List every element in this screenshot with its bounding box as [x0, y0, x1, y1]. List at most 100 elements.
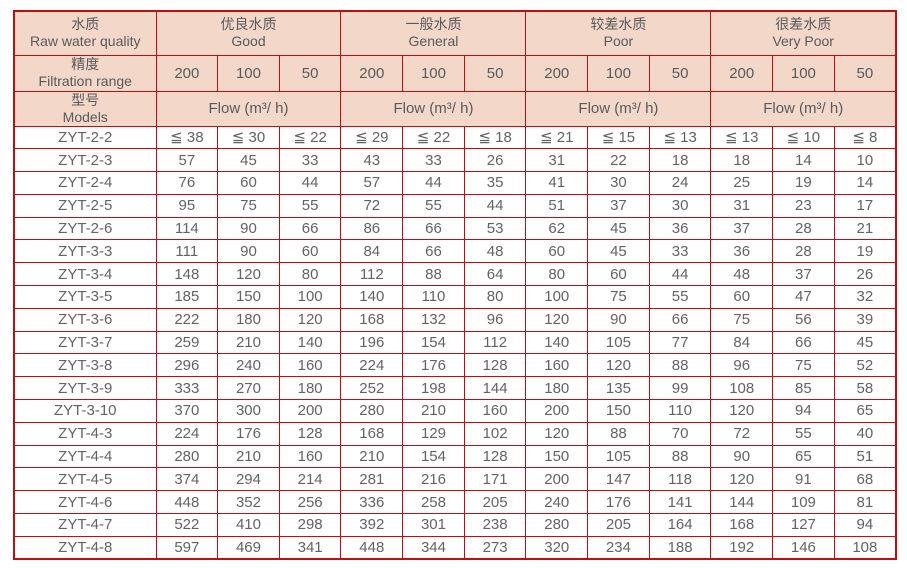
- model-cell: ZYT-3-3: [13, 239, 157, 264]
- flow-value-cell: 352: [217, 490, 280, 515]
- flow-value-cell: 238: [463, 513, 527, 537]
- model-cell: ZYT-4-3: [13, 421, 157, 446]
- flow-value-cell: 75: [587, 285, 650, 309]
- flow-value-cell: 280: [155, 444, 219, 469]
- flow-value-cell: 72: [710, 421, 774, 446]
- flow-value-cell: 120: [525, 421, 589, 446]
- flow-value-cell: 44: [463, 193, 527, 218]
- flow-value-cell: 37: [772, 262, 835, 287]
- flow-value-cell: 448: [340, 535, 404, 560]
- range-value: 50: [278, 54, 342, 92]
- flow-value-cell: 110: [402, 285, 465, 309]
- flow-value-cell: 37: [710, 216, 774, 241]
- flow-value-cell: 469: [217, 535, 280, 560]
- flow-value-cell: 32: [833, 285, 897, 309]
- flow-value-cell: 128: [463, 353, 527, 378]
- flow-value-cell: 240: [217, 353, 280, 378]
- flow-value-cell: 52: [833, 353, 897, 378]
- flow-value-cell: 214: [278, 467, 342, 492]
- filtration-range-header: 精度 Filtration range: [13, 54, 157, 92]
- table-row: ZYT-3-7 259 210 140 196 154 112 140 105 77 84 66 45: [13, 330, 897, 355]
- flow-value-cell: 140: [340, 285, 404, 309]
- flow-value-cell: 81: [833, 490, 897, 515]
- flow-value-cell: 120: [710, 467, 774, 492]
- flow-value-cell: 94: [833, 513, 897, 537]
- flow-value-cell: 112: [463, 330, 527, 355]
- flow-value-cell: 66: [648, 307, 712, 332]
- flow-value-cell: 111: [155, 239, 219, 264]
- model-cell: ZYT-4-5: [13, 467, 157, 492]
- group-very-poor-en: Very Poor: [772, 33, 834, 50]
- model-cell: ZYT-2-6: [13, 216, 157, 241]
- flow-value-cell: 91: [772, 467, 835, 492]
- flow-value-cell: 84: [710, 330, 774, 355]
- flow-value-cell: 597: [155, 535, 219, 560]
- flow-value-cell: 10: [833, 148, 897, 173]
- flow-value-cell: 57: [155, 148, 219, 173]
- table-row: ZYT-3-6 222 180 120 168 132 96 120 90 66 75 56 39: [13, 307, 897, 332]
- flow-value-cell: 196: [340, 330, 404, 355]
- table-row: ZYT-4-8 597 469 341 448 344 273 320 234 188 192 146…: [13, 535, 897, 560]
- model-cell: ZYT-3-6: [13, 307, 157, 332]
- flow-value-cell: 14: [833, 171, 897, 195]
- raw-water-quality-en: Raw water quality: [30, 33, 141, 50]
- flow-value-cell: 55: [648, 285, 712, 309]
- flow-value-cell: 258: [402, 490, 465, 515]
- flow-value-cell: 222: [155, 307, 219, 332]
- flow-value-cell: 53: [463, 216, 527, 241]
- range-value: 200: [525, 54, 589, 92]
- flow-value-cell: 114: [155, 216, 219, 241]
- flow-value-cell: 132: [402, 307, 465, 332]
- model-cell: ZYT-4-8: [13, 535, 157, 560]
- flow-value-cell: 273: [463, 535, 527, 560]
- table-body: ZYT-2-2 ≦ 38 ≦ 30 ≦ 22 ≦ 29 ≦ 22 ≦ 18 ≦ 21 ≦ 15 ≦…: [13, 125, 897, 560]
- flow-value-cell: 135: [587, 376, 650, 401]
- flow-value-cell: 80: [463, 285, 527, 309]
- flow-value-cell: ≦ 10: [772, 125, 835, 150]
- table-row: ZYT-3-5 185 150 100 140 110 80 100 75 55 60 47 32: [13, 285, 897, 309]
- flow-value-cell: 205: [587, 513, 650, 537]
- model-cell: ZYT-4-7: [13, 513, 157, 537]
- flow-label: Flow (m³/ h): [710, 90, 897, 127]
- flow-value-cell: 252: [340, 376, 404, 401]
- flow-value-cell: 112: [340, 262, 404, 287]
- flow-value-cell: 28: [772, 239, 835, 264]
- range-value: 100: [772, 54, 835, 92]
- flow-value-cell: 36: [710, 239, 774, 264]
- flow-value-cell: 90: [587, 307, 650, 332]
- flow-value-cell: 129: [402, 421, 465, 446]
- flow-value-cell: 164: [648, 513, 712, 537]
- flow-value-cell: 128: [278, 421, 342, 446]
- flow-value-cell: 120: [217, 262, 280, 287]
- flow-value-cell: 66: [278, 216, 342, 241]
- flow-value-cell: 26: [833, 262, 897, 287]
- flow-value-cell: 522: [155, 513, 219, 537]
- flow-value-cell: 96: [710, 353, 774, 378]
- flow-value-cell: 44: [278, 171, 342, 195]
- flow-value-cell: 77: [648, 330, 712, 355]
- raw-water-quality-header: 水质 Raw water quality: [13, 10, 157, 56]
- model-cell: ZYT-3-9: [13, 376, 157, 401]
- flow-value-cell: 62: [525, 216, 589, 241]
- table-row: ZYT-2-2 ≦ 38 ≦ 30 ≦ 22 ≦ 29 ≦ 22 ≦ 18 ≦ 21 ≦ 15 ≦…: [13, 125, 897, 150]
- flow-value-cell: 88: [648, 444, 712, 469]
- flow-value-cell: ≦ 22: [402, 125, 465, 150]
- flow-value-cell: 120: [710, 399, 774, 423]
- flow-value-cell: 96: [463, 307, 527, 332]
- group-general-en: General: [408, 33, 459, 50]
- table-header: 水质 Raw water quality 优良水质 Good 一般水质 Gene…: [13, 10, 897, 127]
- flow-value-cell: 84: [340, 239, 404, 264]
- group-poor-en: Poor: [603, 33, 634, 50]
- model-cell: ZYT-2-2: [13, 125, 157, 150]
- flow-value-cell: 150: [217, 285, 280, 309]
- flow-value-cell: 259: [155, 330, 219, 355]
- flow-value-cell: 102: [463, 421, 527, 446]
- flow-value-cell: 90: [710, 444, 774, 469]
- table-row: ZYT-4-5 374 294 214 281 216 171 200 147 118 120 91 6…: [13, 467, 897, 492]
- flow-value-cell: 43: [340, 148, 404, 173]
- flow-value-cell: 41: [525, 171, 589, 195]
- table-row: ZYT-4-4 280 210 160 210 154 128 150 105 88 90 65 51: [13, 444, 897, 469]
- flow-value-cell: 154: [402, 444, 465, 469]
- table-row: ZYT-4-6 448 352 256 336 258 205 240 176 141 144 109…: [13, 490, 897, 515]
- flow-value-cell: 118: [648, 467, 712, 492]
